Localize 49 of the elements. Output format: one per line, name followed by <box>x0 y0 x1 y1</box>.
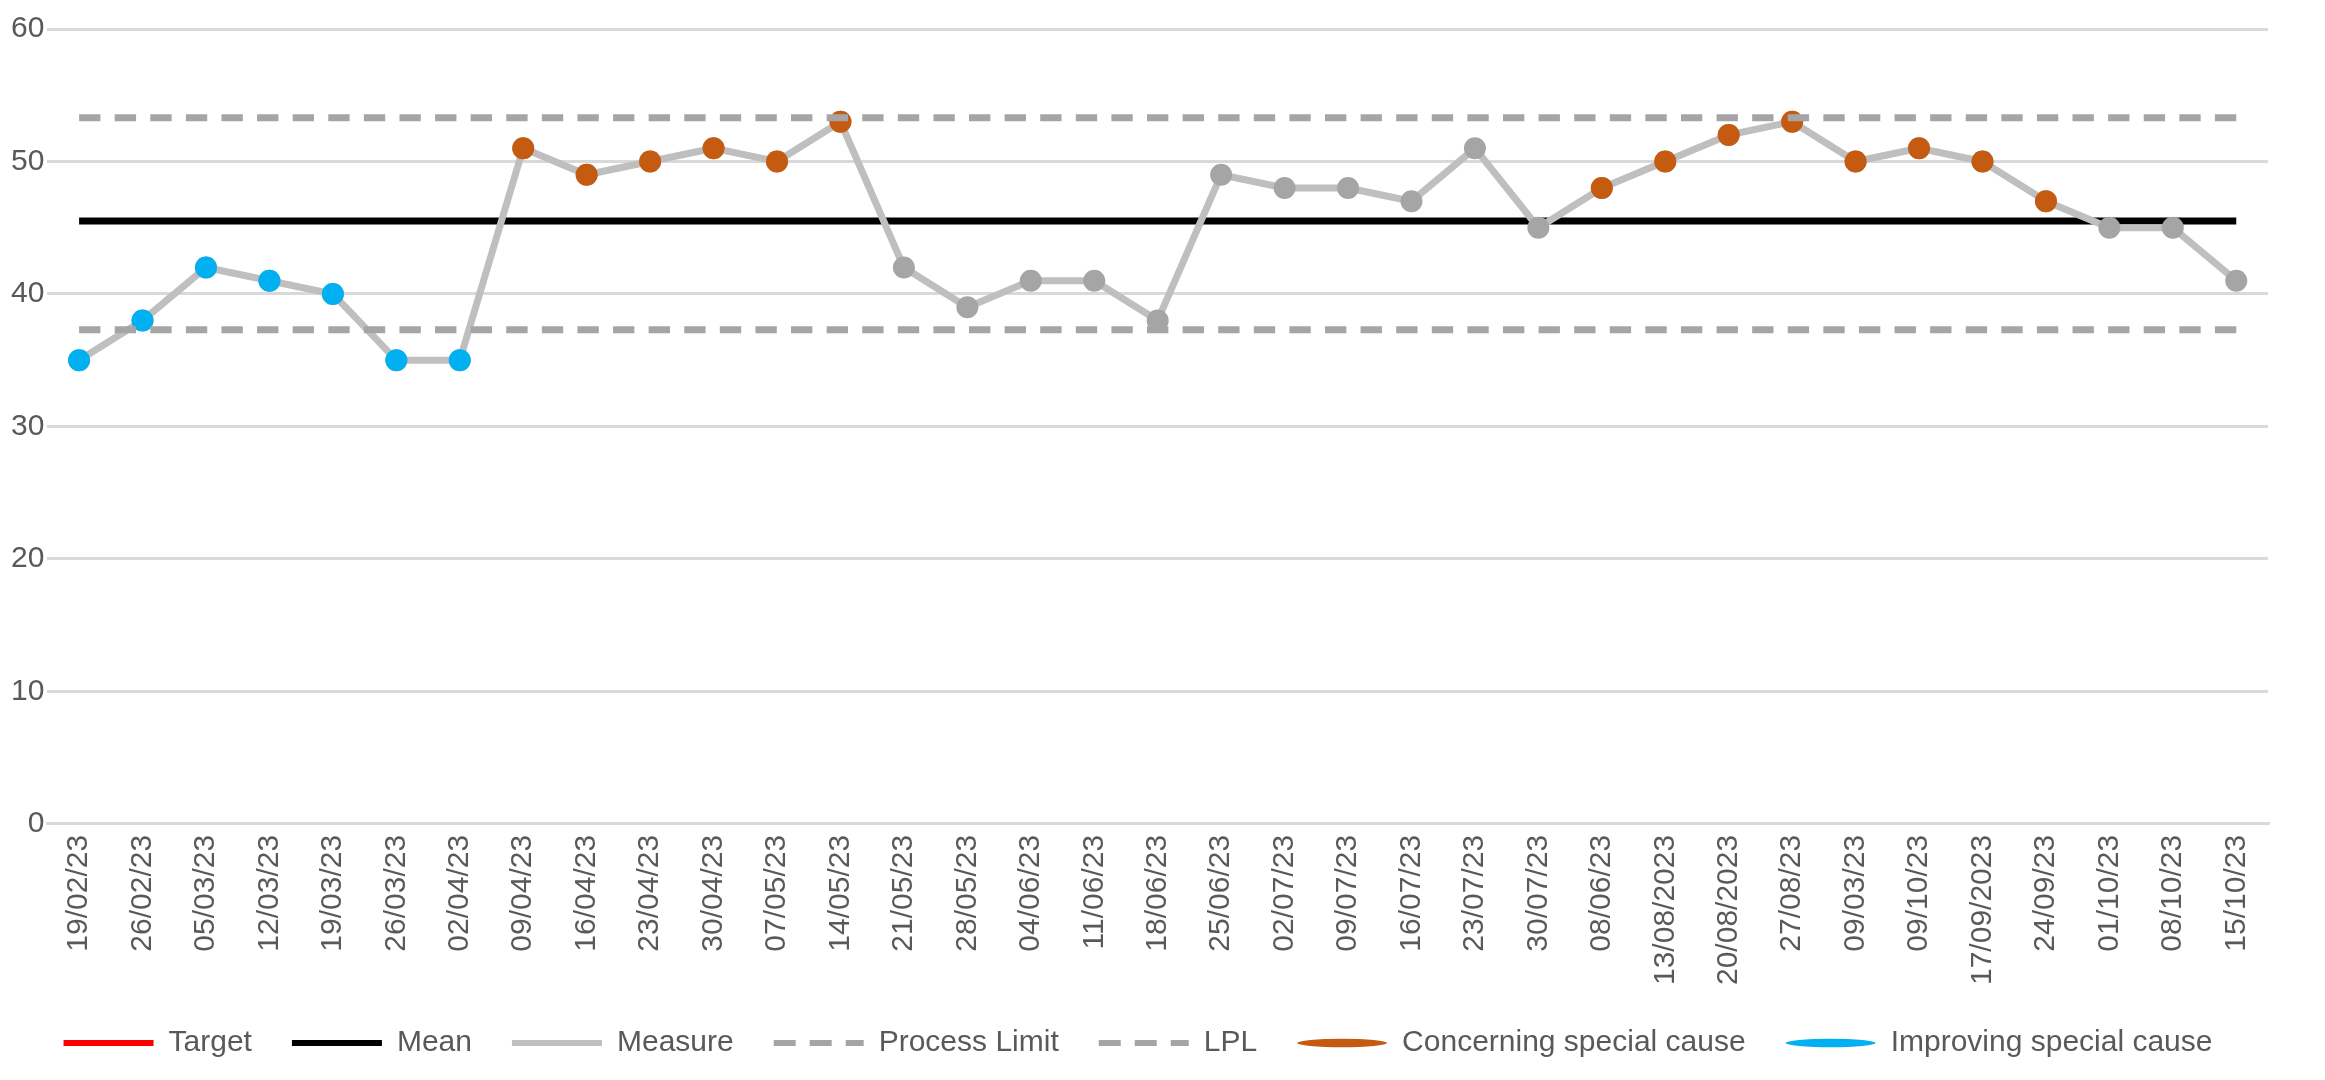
x-tick-label: 02/04/23 <box>441 834 475 952</box>
x-tick-label: 19/02/23 <box>60 834 94 952</box>
x-tick-label: 13/08/2023 <box>1646 834 1680 986</box>
legend-label: Concerning special cause <box>1402 1024 1746 1058</box>
x-tick-label: 19/03/23 <box>314 834 348 952</box>
x-tick-label: 16/07/23 <box>1392 834 1426 952</box>
x-tick-label: 01/10/23 <box>2090 834 2124 952</box>
x-tick-label: 15/10/23 <box>2217 834 2251 952</box>
y-tick-label: 40 <box>10 275 45 309</box>
x-tick-label: 28/05/23 <box>948 834 982 952</box>
x-tick-label: 14/05/23 <box>821 834 855 952</box>
x-tick-label: 18/06/23 <box>1138 834 1172 952</box>
x-tick-label: 09/10/23 <box>1900 834 1934 952</box>
x-tick-label: 16/04/23 <box>567 834 601 952</box>
x-tick-label: 23/07/23 <box>1456 834 1490 952</box>
x-tick-label: 08/10/23 <box>2154 834 2188 952</box>
x-tick-label: 26/03/23 <box>377 834 411 952</box>
x-tick-label: 30/07/23 <box>1519 834 1553 952</box>
x-tick-label: 09/04/23 <box>504 834 538 952</box>
y-tick-label: 20 <box>10 540 45 574</box>
y-tick-label: 30 <box>10 407 45 441</box>
x-tick-label: 09/07/23 <box>1329 834 1363 952</box>
x-tick-label: 11/06/23 <box>1075 834 1109 950</box>
x-tick-label: 07/05/23 <box>758 834 792 952</box>
legend-label: Mean <box>396 1024 472 1058</box>
x-tick-label: 02/07/23 <box>1265 834 1299 952</box>
x-tick-label: 21/05/23 <box>885 834 919 952</box>
x-tick-label: 30/04/23 <box>694 834 728 952</box>
x-tick-label: 25/06/23 <box>1202 834 1236 952</box>
x-tick-label: 04/06/23 <box>1012 834 1046 952</box>
x-tick-label: 26/02/23 <box>123 834 157 952</box>
y-tick-label: 0 <box>27 805 45 839</box>
x-tick-label: 08/06/23 <box>1583 834 1617 952</box>
y-tick-label: 10 <box>10 672 45 706</box>
legend-label: Target <box>168 1024 253 1058</box>
x-tick-label: 05/03/23 <box>187 834 221 952</box>
y-tick-label: 60 <box>10 10 45 44</box>
x-tick-label: 27/08/23 <box>1773 834 1807 952</box>
x-tick-label: 23/04/23 <box>631 834 665 952</box>
x-tick-label: 12/03/23 <box>250 834 284 952</box>
legend-label: Measure <box>616 1024 734 1058</box>
legend-label: LPL <box>1203 1024 1258 1058</box>
y-tick-label: 50 <box>10 142 45 176</box>
x-tick-label: 20/08/2023 <box>1709 834 1743 986</box>
legend-label: Process Limit <box>878 1024 1060 1058</box>
x-tick-label: 09/03/23 <box>1836 834 1870 952</box>
x-tick-label: 24/09/23 <box>2027 834 2061 952</box>
legend-label: Improving special cause <box>1890 1024 2213 1058</box>
x-tick-label: 17/09/2023 <box>1963 834 1997 986</box>
